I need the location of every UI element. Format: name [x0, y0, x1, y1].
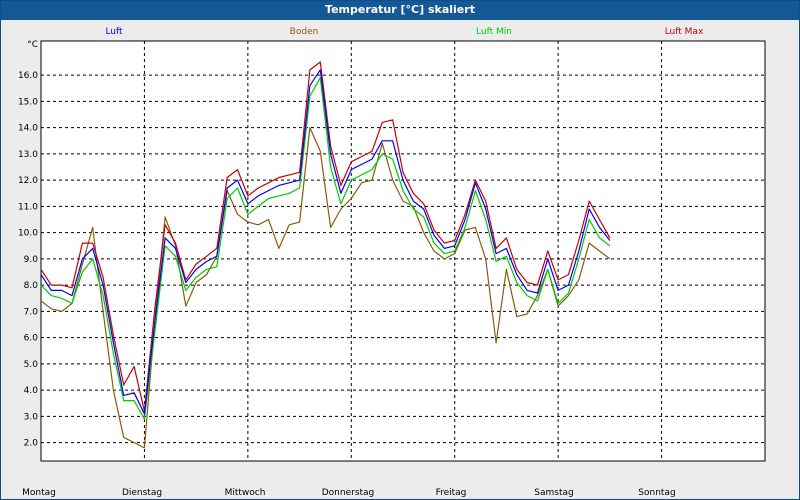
- x-tick-day-label: Freitag: [436, 488, 467, 498]
- y-tick-label: 16.0: [18, 71, 38, 81]
- x-tick-day-label: Mittwoch: [225, 488, 266, 498]
- y-tick-label: 7.0: [24, 307, 39, 317]
- x-tick-day-label: Sonntag: [638, 488, 675, 498]
- y-tick-label: 6.0: [24, 334, 39, 344]
- y-axis-label: °C: [27, 40, 38, 50]
- y-tick-label: 8.0: [24, 281, 39, 291]
- legend-entry-luft-min: Luft Min: [476, 27, 512, 37]
- y-tick-label: 10.0: [18, 229, 38, 239]
- legend-entry-luft: Luft: [105, 27, 123, 37]
- plot-area: [40, 40, 766, 462]
- series-line-luft: [40, 69, 611, 415]
- y-tick-label: 15.0: [18, 97, 38, 107]
- y-tick-label: 12.0: [18, 176, 38, 186]
- legend-entry-luft-max: Luft Max: [665, 27, 704, 37]
- x-tick-day-label: Donnerstag: [322, 488, 375, 498]
- x-tick-day-label: Dienstag: [122, 488, 162, 498]
- y-tick-label: 13.0: [18, 150, 38, 160]
- x-tick-day-label: Samstag: [534, 488, 573, 498]
- series-line-boden: [40, 126, 611, 449]
- y-tick-label: 9.0: [24, 255, 39, 265]
- y-tick-label: 2.0: [24, 439, 39, 449]
- chart-title: Temperatur [°C] skaliert: [1, 1, 799, 20]
- x-tick-day-label: Montag: [22, 488, 56, 498]
- y-tick-label: 3.0: [24, 412, 39, 422]
- series-line-luft-max: [40, 61, 611, 412]
- temperature-chart: 2.0 3.0 4.0 5.0 6.0 7.0 8.0 9.0 10.0 11.0 12.0 13.0…: [18, 27, 766, 498]
- legend-entry-boden: Boden: [290, 27, 319, 37]
- y-tick-label: 4.0: [24, 386, 39, 396]
- y-tick-label: 14.0: [18, 124, 38, 134]
- y-tick-label: 5.0: [24, 360, 39, 370]
- y-tick-label: 11.0: [18, 202, 38, 212]
- series-line-luft-min: [40, 77, 611, 420]
